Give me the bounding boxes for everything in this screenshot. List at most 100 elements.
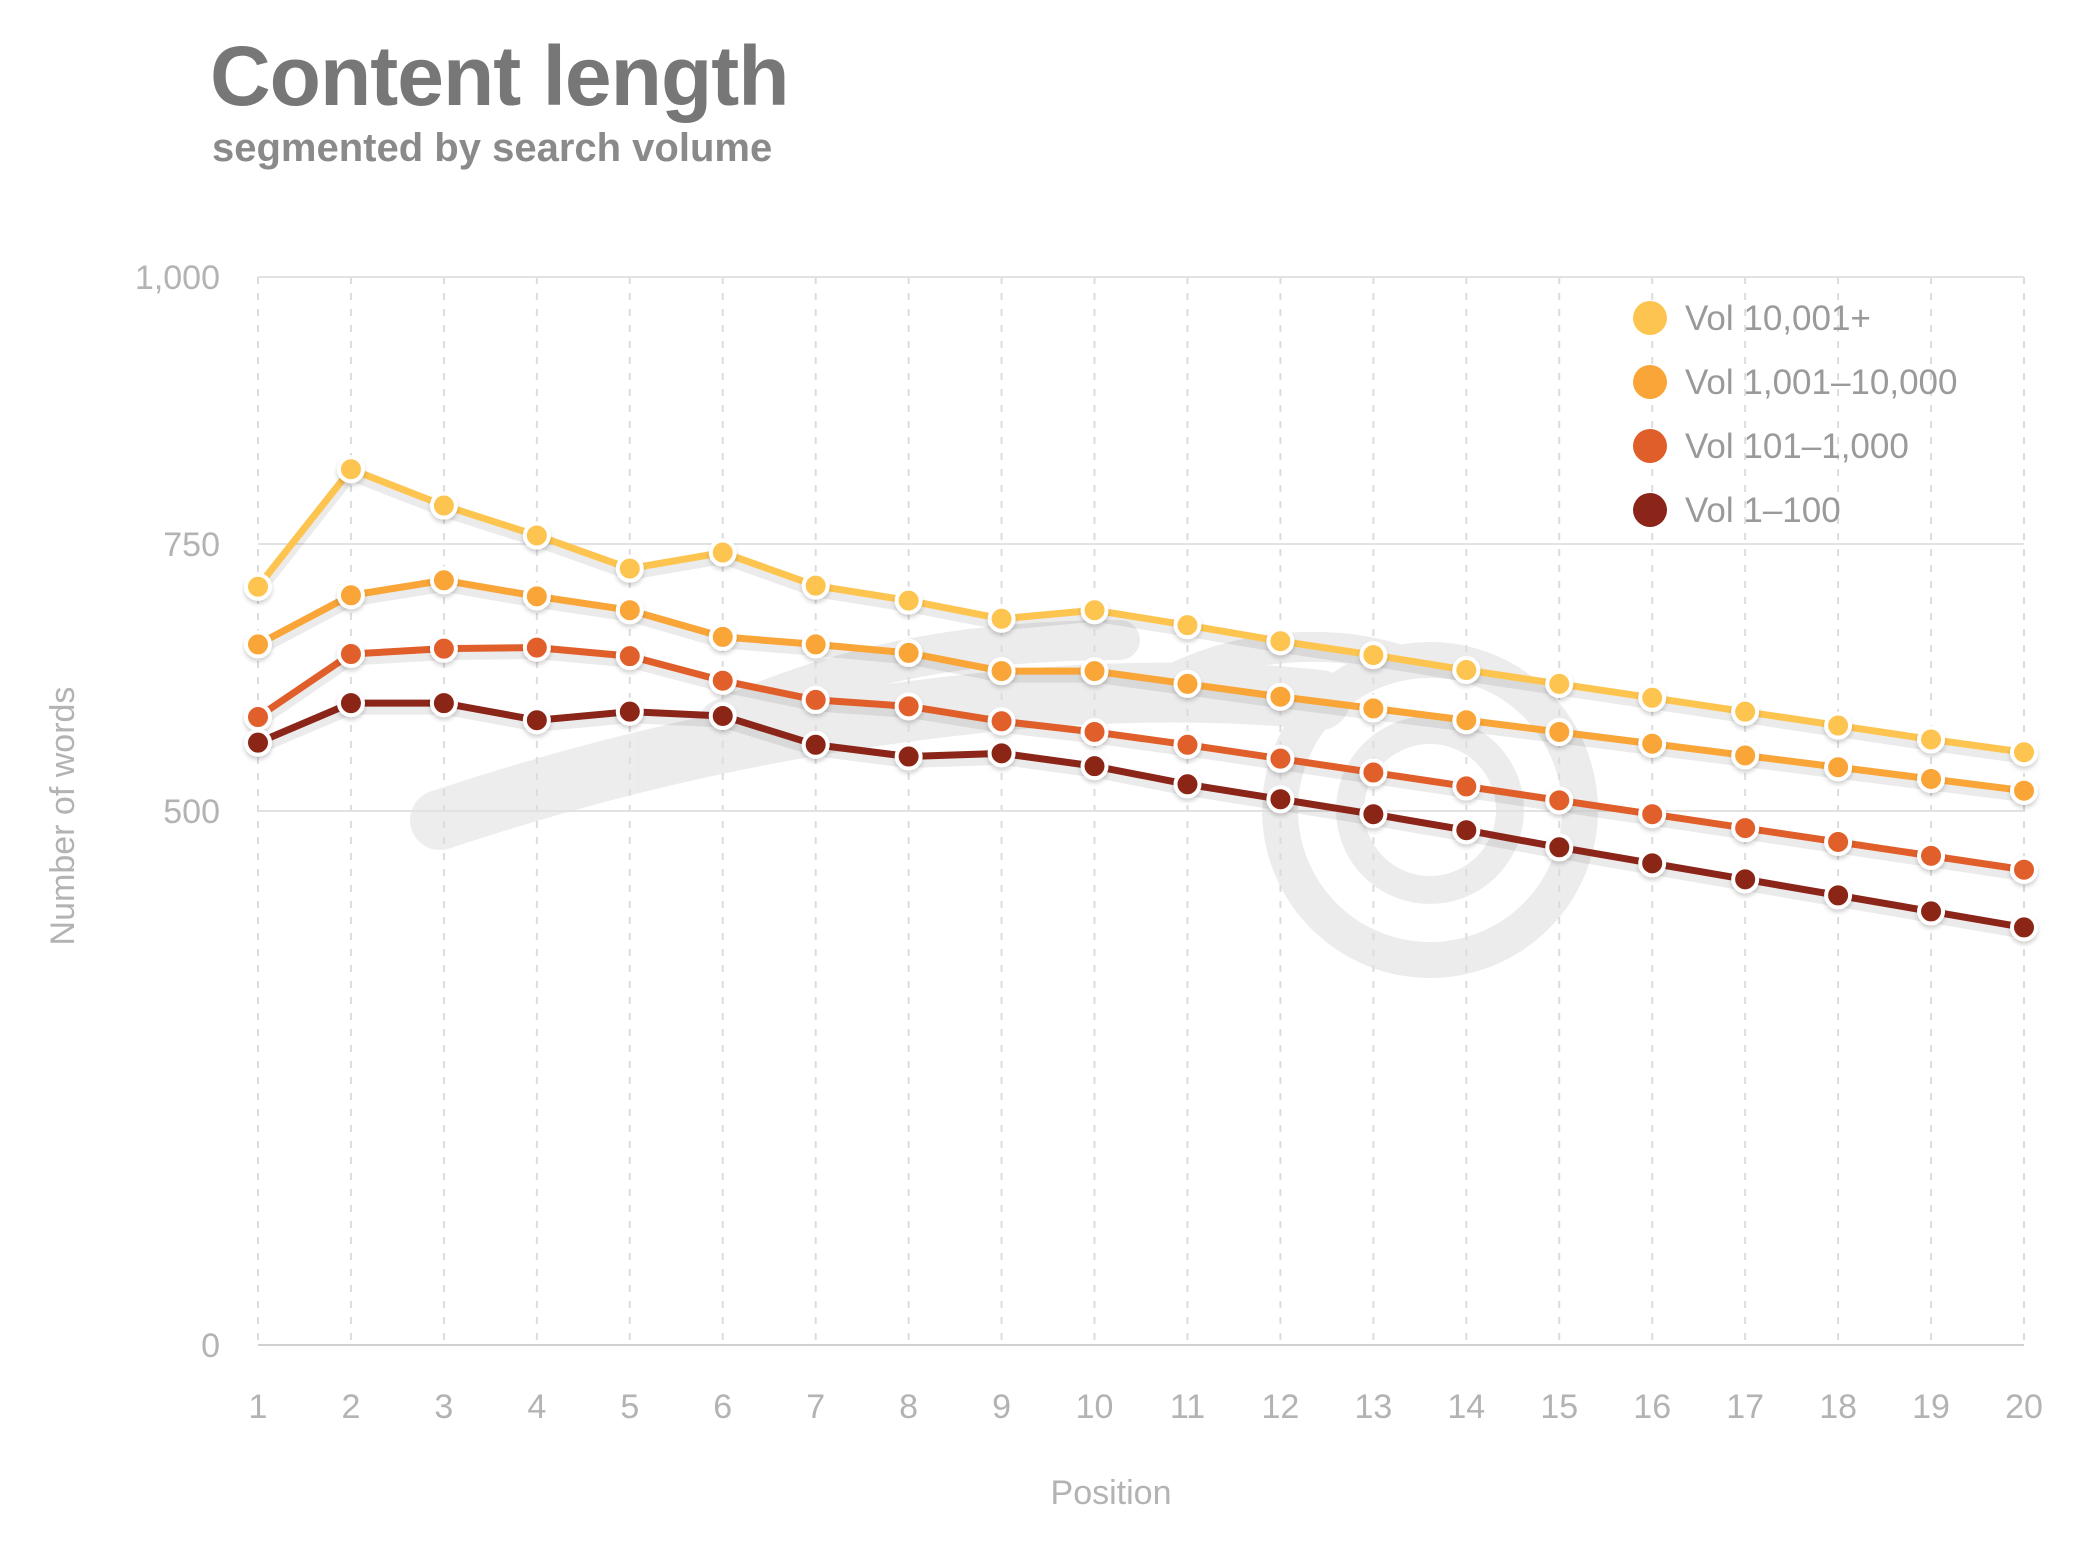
series-layer: [244, 455, 2038, 942]
data-point: [708, 701, 737, 730]
data-point: [1638, 729, 1667, 758]
data-point: [2010, 913, 2038, 942]
data-point: [429, 689, 458, 718]
data-point: [336, 640, 365, 669]
data-point: [987, 657, 1016, 686]
data-point: [1452, 706, 1481, 735]
data-point: [244, 728, 272, 757]
data-point: [1452, 772, 1481, 801]
data-point: [1359, 694, 1388, 723]
data-point: [522, 521, 551, 550]
data-point: [1731, 741, 1760, 770]
x-tick-label: 17: [1726, 1388, 1764, 1426]
legend: Vol 10,001+ Vol 1,001–10,000 Vol 101–1,000…: [1633, 299, 1957, 530]
legend-item-1: Vol 10,001+: [1633, 299, 1871, 338]
x-tick-label: 3: [434, 1388, 453, 1426]
y-tick-label: 750: [163, 526, 220, 564]
data-point: [1917, 764, 1946, 793]
data-point: [615, 554, 644, 583]
series-line: [254, 465, 2028, 756]
data-point: [1638, 800, 1667, 829]
series-1: [244, 455, 2038, 767]
data-point: [244, 572, 272, 601]
logo-watermark-icon: [410, 620, 1598, 978]
data-point: [1731, 814, 1760, 843]
data-point: [429, 566, 458, 595]
data-point: [2010, 738, 2038, 767]
data-point: [1638, 683, 1667, 712]
data-point: [894, 586, 923, 615]
data-point: [2010, 855, 2038, 884]
data-point: [894, 638, 923, 667]
data-point: [429, 634, 458, 663]
data-point: [801, 730, 830, 759]
data-point: [1545, 717, 1574, 746]
data-point: [336, 455, 365, 484]
data-point: [522, 582, 551, 611]
x-tick-label: 7: [806, 1388, 825, 1426]
x-tick-label: 19: [1912, 1388, 1950, 1426]
data-point: [1266, 682, 1295, 711]
data-point: [1080, 717, 1109, 746]
data-point: [1359, 800, 1388, 829]
data-point: [987, 604, 1016, 633]
chart-title: Content length: [210, 29, 790, 123]
series-line: [254, 644, 2028, 874]
data-point: [1824, 753, 1853, 782]
legend-item-2: Vol 1,001–10,000: [1633, 363, 1957, 402]
legend-swatch: [1633, 365, 1667, 399]
x-tick-label: 6: [713, 1388, 732, 1426]
data-point: [244, 630, 272, 659]
data-point: [708, 538, 737, 567]
data-point: [1173, 611, 1202, 640]
x-tick-label: 5: [620, 1388, 639, 1426]
data-point: [1359, 758, 1388, 787]
x-tick-label: 16: [1633, 1388, 1671, 1426]
data-point: [1824, 827, 1853, 856]
data-point: [1824, 881, 1853, 910]
data-point: [1545, 669, 1574, 698]
data-point: [987, 739, 1016, 768]
data-point: [429, 491, 458, 520]
legend-item-3: Vol 101–1,000: [1633, 427, 1909, 466]
y-tick-label: 0: [201, 1327, 220, 1365]
data-point: [1824, 711, 1853, 740]
series-line: [254, 576, 2028, 795]
x-tick-label: 2: [341, 1388, 360, 1426]
x-tick-label: 14: [1447, 1388, 1485, 1426]
data-point: [1452, 816, 1481, 845]
x-tick-label: 18: [1819, 1388, 1857, 1426]
data-point: [894, 742, 923, 771]
data-point: [1266, 627, 1295, 656]
data-point: [1638, 849, 1667, 878]
data-point: [1080, 596, 1109, 625]
series-line: [254, 699, 2028, 931]
x-tick-label: 11: [1170, 1388, 1205, 1426]
data-point: [1545, 833, 1574, 862]
data-point: [1266, 785, 1295, 814]
x-tick-label: 9: [992, 1388, 1011, 1426]
data-point: [1359, 641, 1388, 670]
data-point: [615, 697, 644, 726]
legend-swatch: [1633, 301, 1667, 335]
data-point: [708, 666, 737, 695]
series-4: [244, 689, 2038, 942]
legend-swatch: [1633, 493, 1667, 527]
series-line-shadow: [253, 469, 2025, 764]
x-tick-label: 8: [899, 1388, 918, 1426]
data-point: [1731, 865, 1760, 894]
series-2: [244, 566, 2038, 805]
x-tick-label: 1: [249, 1388, 268, 1426]
data-point: [1452, 656, 1481, 685]
x-axis-title: Position: [1051, 1474, 1172, 1512]
x-tick-label: 13: [1354, 1388, 1392, 1426]
grid: [257, 276, 2025, 1346]
data-point: [1917, 841, 1946, 870]
data-point: [615, 642, 644, 671]
data-point: [801, 571, 830, 600]
x-tick-label: 12: [1262, 1388, 1300, 1426]
series-3: [244, 633, 2038, 884]
y-axis-title: Number of words: [44, 687, 82, 946]
